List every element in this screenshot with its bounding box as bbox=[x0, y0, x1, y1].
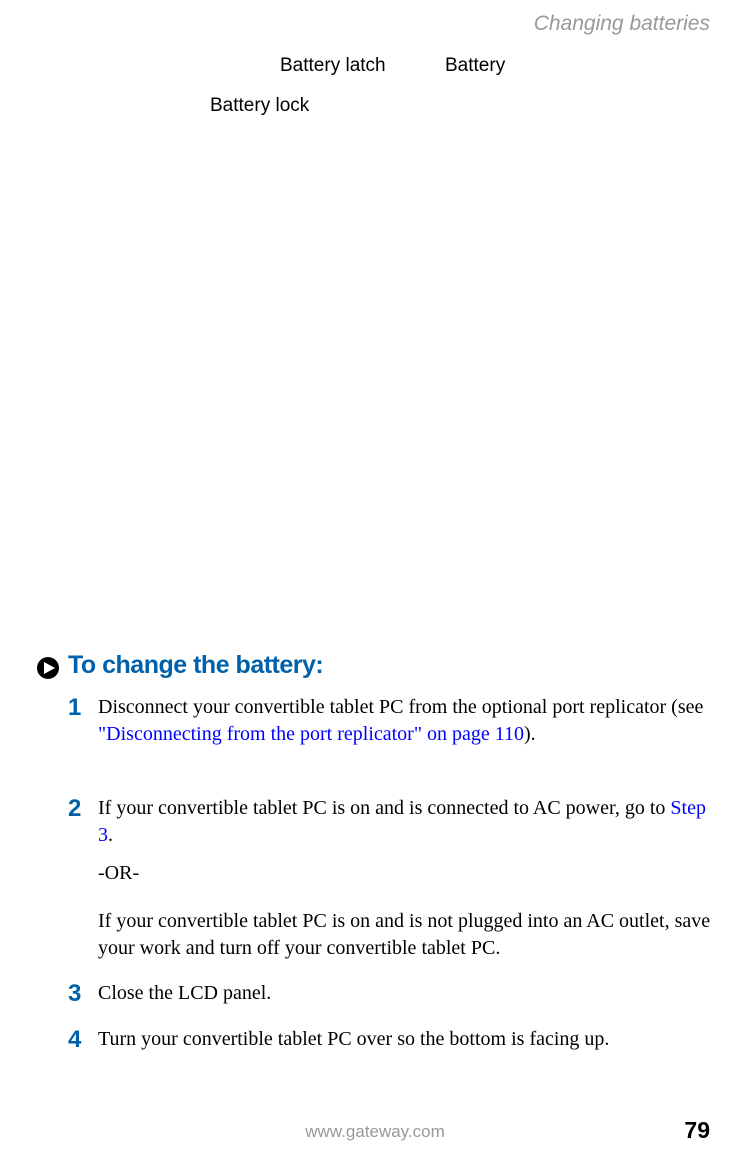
step-number-3: 3 bbox=[68, 980, 98, 1008]
step-1-text: Disconnect your convertible tablet PC fr… bbox=[98, 694, 718, 748]
step-number-1: 1 bbox=[68, 694, 98, 722]
step-number-2: 2 bbox=[68, 795, 98, 823]
footer-url: www.gateway.com bbox=[305, 1122, 445, 1142]
step-2-text: If your convertible tablet PC is on and … bbox=[98, 795, 718, 849]
step-number-4: 4 bbox=[68, 1026, 98, 1054]
section-heading: To change the battery: bbox=[68, 651, 323, 680]
step-2-or: -OR- bbox=[68, 862, 718, 903]
chapter-header: Changing batteries bbox=[534, 12, 710, 36]
diagram-label-battery-lock: Battery lock bbox=[210, 95, 309, 117]
diagram-label-battery: Battery bbox=[445, 55, 505, 77]
or-separator: -OR- bbox=[98, 862, 718, 885]
step-2-continuation: If your convertible tablet PC is on and … bbox=[68, 908, 718, 980]
step-3: 3 Close the LCD panel. bbox=[68, 980, 718, 1026]
step-4: 4 Turn your convertible tablet PC over s… bbox=[68, 1026, 718, 1072]
step-2: 2 If your convertible tablet PC is on an… bbox=[68, 795, 718, 867]
page-number: 79 bbox=[684, 1117, 710, 1144]
step-3-text: Close the LCD panel. bbox=[98, 980, 271, 1007]
xref-port-replicator[interactable]: "Disconnecting from the port replicator"… bbox=[98, 723, 524, 745]
diagram-label-battery-latch: Battery latch bbox=[280, 55, 386, 77]
step-1: 1 Disconnect your convertible tablet PC … bbox=[68, 694, 718, 766]
play-bullet-icon bbox=[36, 656, 60, 680]
step-4-text: Turn your convertible tablet PC over so … bbox=[98, 1026, 609, 1053]
step-2-continuation-text: If your convertible tablet PC is on and … bbox=[98, 908, 718, 962]
